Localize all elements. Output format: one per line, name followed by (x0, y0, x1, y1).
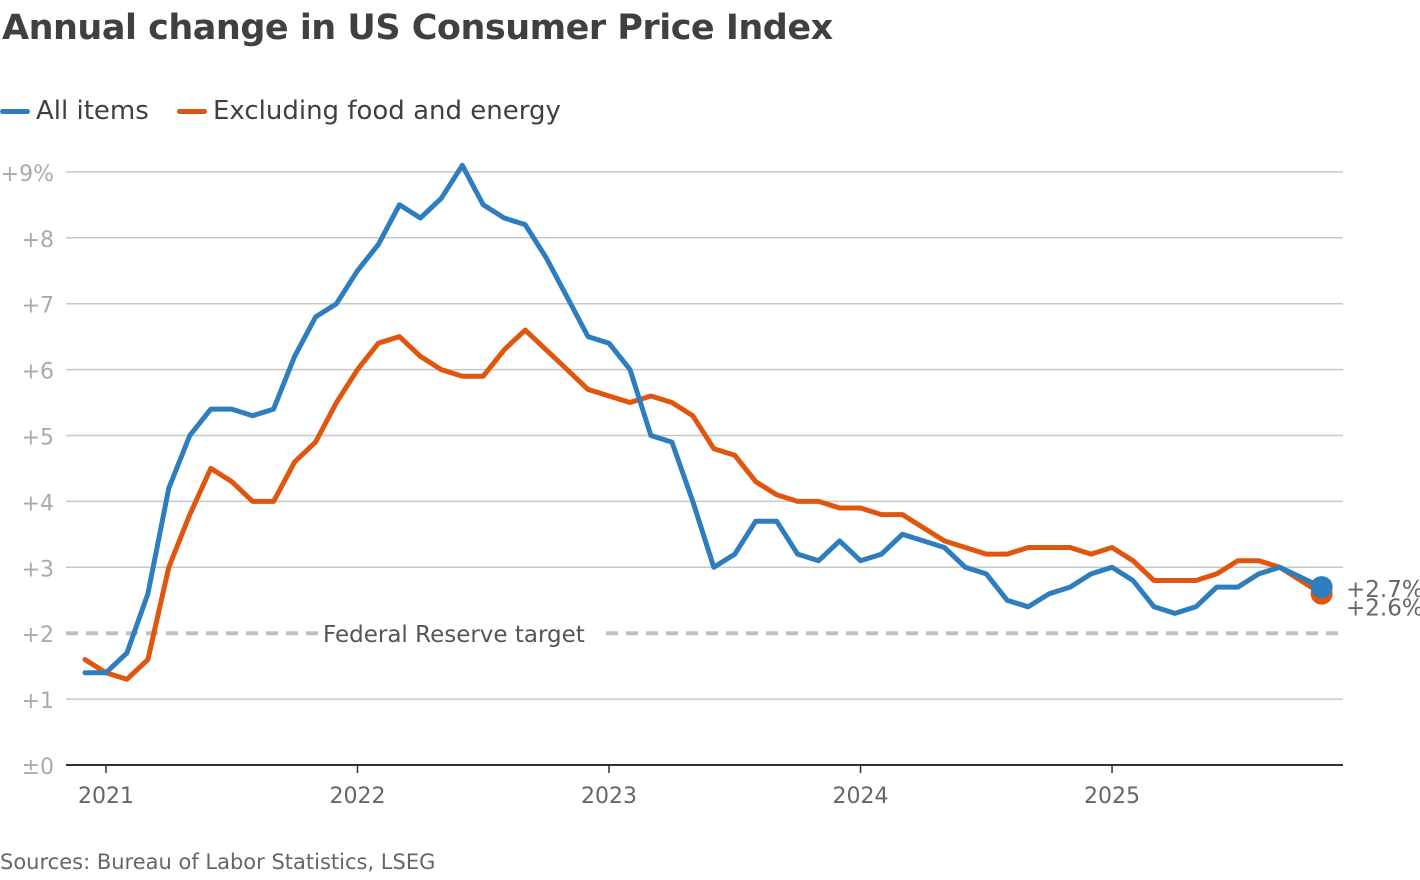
y-tick-label: +6 (22, 360, 54, 385)
end-value-label: +2.7% (1346, 577, 1420, 603)
legend-item-core: Excluding food and energy (177, 96, 561, 126)
y-tick-label: +9% (1, 162, 54, 187)
x-tick-label: 2021 (78, 784, 134, 809)
x-tick-label: 2024 (833, 784, 889, 809)
y-tick-label: +5 (22, 426, 54, 451)
x-tick-label: 2023 (581, 784, 637, 809)
y-tick-label: +2 (22, 623, 54, 648)
legend-label: Excluding food and energy (213, 96, 561, 126)
data-point (1310, 576, 1333, 599)
legend-item-all-items: All items (0, 96, 149, 126)
x-tick-label: 2022 (329, 784, 385, 809)
series-line-all-items (82, 162, 1325, 676)
chart-title: Annual change in US Consumer Price Index (2, 8, 833, 48)
y-tick-label: +4 (22, 491, 54, 516)
y-tick-label: +1 (22, 689, 54, 714)
source-note: Sources: Bureau of Labor Statistics, LSE… (0, 850, 436, 874)
reference-label-background (320, 619, 602, 648)
series-line-core (82, 327, 1325, 682)
legend-label: All items (36, 96, 149, 126)
y-tick-label: ±0 (22, 755, 54, 780)
y-tick-label: +8 (22, 228, 54, 253)
federal-reserve-target-label: Federal Reserve target (323, 622, 585, 648)
legend-swatch-all-items (0, 108, 30, 114)
y-tick-label: +7 (22, 294, 54, 319)
y-tick-label: +3 (22, 557, 54, 582)
legend-swatch-core (177, 108, 207, 114)
end-value-label: +2.6% (1346, 596, 1420, 622)
x-tick-label: 2025 (1084, 784, 1140, 809)
